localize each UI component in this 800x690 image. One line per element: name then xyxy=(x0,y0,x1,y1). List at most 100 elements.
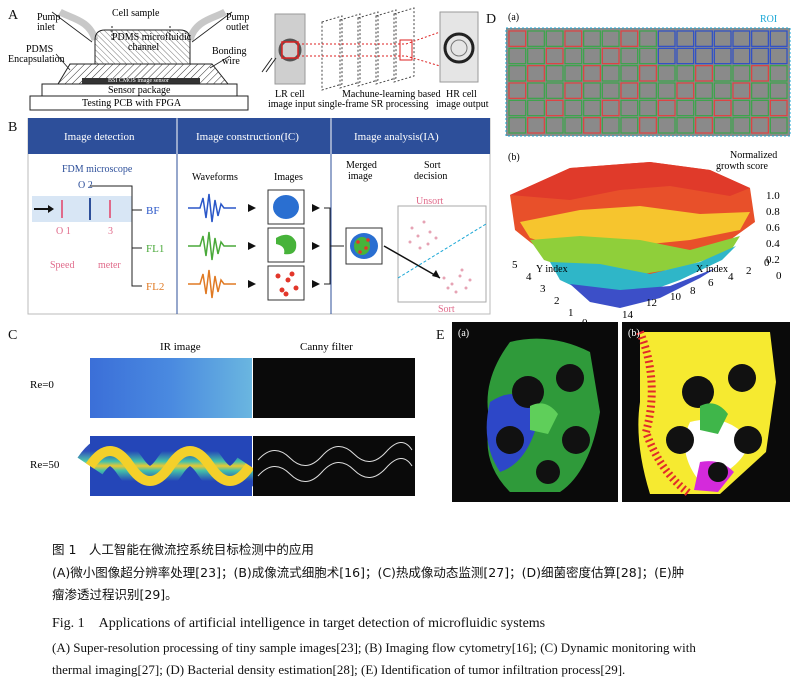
speed-label: Speed xyxy=(50,260,74,271)
merged-image-label: Merged image xyxy=(346,160,377,182)
roi-cell xyxy=(713,82,732,99)
mark-3: 3 xyxy=(108,226,113,237)
roi-cell xyxy=(676,65,695,82)
row-re0: Re=0 xyxy=(30,379,54,391)
channel-bf: BF xyxy=(146,205,159,217)
section-header-detection xyxy=(28,118,176,154)
roi-cell xyxy=(527,117,545,134)
roi-cell xyxy=(751,30,769,47)
roi-cell xyxy=(751,65,769,82)
sort-label: Sort xyxy=(438,304,455,315)
roi-cell xyxy=(769,82,788,99)
roi-cell xyxy=(620,99,639,117)
roi-cell xyxy=(676,82,695,99)
waveform-fl2 xyxy=(188,269,236,299)
roi-cell xyxy=(769,30,788,47)
roi-cell xyxy=(695,65,713,82)
mark-o1: O 1 xyxy=(56,226,71,237)
waveform-fl1 xyxy=(188,231,236,261)
roi-cell xyxy=(639,82,657,99)
caption-cn-line-1: (A)微小图像超分辨率处理[23]；(B)成像流式细胞术[16]；(C)热成像动… xyxy=(52,565,685,580)
waveform-bf xyxy=(188,193,236,223)
z-tick: 1.0 xyxy=(766,190,780,202)
roi-cell xyxy=(732,47,751,65)
roi-cell xyxy=(639,117,657,134)
images-label: Images xyxy=(274,172,303,183)
roi-cell xyxy=(527,82,545,99)
surface-plot xyxy=(510,162,755,308)
pdms-encapsulation xyxy=(57,63,230,85)
x-tick: 10 xyxy=(670,291,682,303)
panel-a-figure: Pump inlet Cell sample Pump outlet PDMS mi… xyxy=(8,7,489,111)
caption-en-line-2: thermal imaging[27]; (D) Bacterial densi… xyxy=(52,662,626,677)
roi-cell xyxy=(639,47,657,65)
testing-pcb-label: Testing PCB with FPGA xyxy=(82,98,182,109)
pdms-channel xyxy=(94,29,191,64)
panel-e-sub-b: (b) xyxy=(628,328,640,339)
roi-cell xyxy=(732,99,751,117)
roi-cell xyxy=(769,47,788,65)
ir-image-re0 xyxy=(90,358,252,418)
section-3-title: Image analysis(IA) xyxy=(354,131,439,143)
roi-cell xyxy=(508,82,527,99)
x-tick: 6 xyxy=(708,277,714,289)
roi-cell xyxy=(564,99,583,117)
section-header-analysis xyxy=(332,118,490,154)
roi-cell xyxy=(657,47,676,65)
hr-image-label: HR cell image output xyxy=(436,89,489,110)
roi-cell xyxy=(527,47,545,65)
panel-c-label: C xyxy=(8,328,18,343)
panel-b-figure: Image detection Image construction(IC) I… xyxy=(27,118,491,315)
x-tick: 8 xyxy=(690,285,696,297)
roi-cell xyxy=(545,117,564,134)
panel-e-sub-a: (a) xyxy=(458,328,469,339)
roi-cell xyxy=(713,117,732,134)
z-tick: 0.4 xyxy=(766,238,780,250)
y-axis-label: Y index xyxy=(536,264,568,275)
roi-cell xyxy=(545,47,564,65)
roi-cell xyxy=(713,65,732,82)
sensor-package-label: Sensor package xyxy=(108,85,171,96)
roi-cell xyxy=(732,65,751,82)
pdms-encapsulation-label: PDMS Encapsulation xyxy=(8,44,65,65)
caption-en-title: Fig. 1 Applications of artificial intell… xyxy=(52,616,546,631)
roi-cell xyxy=(732,117,751,134)
x-axis-label: X index xyxy=(696,264,728,275)
roi-cell xyxy=(751,82,769,99)
roi-cell xyxy=(583,117,601,134)
roi-cell xyxy=(545,30,564,47)
roi-cell xyxy=(695,82,713,99)
roi-cell xyxy=(583,99,601,117)
roi-cell xyxy=(601,47,620,65)
roi-cell xyxy=(713,99,732,117)
roi-cell xyxy=(564,117,583,134)
roi-cell xyxy=(508,30,527,47)
ml-frames xyxy=(298,7,441,91)
canny-filter-header: Canny filter xyxy=(300,341,353,353)
fdm-microscope-label: FDM microscope xyxy=(62,164,133,175)
roi-cell xyxy=(769,117,788,134)
roi-cell xyxy=(508,117,527,134)
roi-grid xyxy=(508,30,788,134)
x-tick: 2 xyxy=(746,265,752,277)
roi-cell xyxy=(564,30,583,47)
section-2-title: Image construction(IC) xyxy=(196,131,299,143)
panel-c-figure: IR image Canny filter Re=0 Re=50 xyxy=(30,341,415,496)
z-tick: 0.8 xyxy=(766,206,780,218)
roi-cell xyxy=(508,65,527,82)
channel-fl1: FL1 xyxy=(146,243,164,255)
panel-e-figure: (a) (b) xyxy=(452,322,790,502)
panel-b-label: B xyxy=(8,120,18,135)
pdms-channel-label: PDMS microfluidic channel xyxy=(112,32,192,53)
roi-cell xyxy=(676,99,695,117)
image-fl2 xyxy=(267,265,305,301)
x-ticks: 14 12 10 8 6 4 2 0 xyxy=(622,257,770,321)
roi-cell xyxy=(657,117,676,134)
roi-cell xyxy=(769,99,788,117)
roi-cell xyxy=(601,30,620,47)
roi-cell xyxy=(639,65,657,82)
unsort-label: Unsort xyxy=(416,196,443,207)
roi-cell xyxy=(583,30,601,47)
roi-cell xyxy=(564,65,583,82)
roi-cell xyxy=(620,65,639,82)
